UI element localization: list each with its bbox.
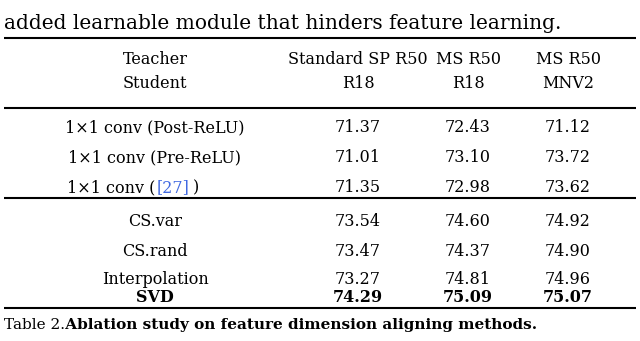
Text: 71.37: 71.37: [335, 119, 381, 136]
Text: SVD: SVD: [136, 290, 174, 307]
Text: R18: R18: [342, 75, 374, 92]
Text: 1×1 conv (: 1×1 conv (: [67, 179, 155, 196]
Text: 73.27: 73.27: [335, 270, 381, 287]
Text: Standard SP R50: Standard SP R50: [288, 51, 428, 69]
Text: 73.62: 73.62: [545, 179, 591, 196]
Text: 71.01: 71.01: [335, 149, 381, 166]
Text: Interpolation: Interpolation: [102, 270, 209, 287]
Text: 75.07: 75.07: [543, 290, 593, 307]
Text: Ablation study on feature dimension aligning methods.: Ablation study on feature dimension alig…: [60, 318, 537, 332]
Text: 71.35: 71.35: [335, 179, 381, 196]
Text: added learnable module that hinders feature learning.: added learnable module that hinders feat…: [4, 14, 561, 33]
Text: 73.72: 73.72: [545, 149, 591, 166]
Text: 74.90: 74.90: [545, 243, 591, 261]
Text: 74.37: 74.37: [445, 243, 491, 261]
Text: 74.60: 74.60: [445, 213, 491, 231]
Text: 74.96: 74.96: [545, 270, 591, 287]
Text: 73.54: 73.54: [335, 213, 381, 231]
Text: Student: Student: [123, 75, 188, 92]
Text: 74.92: 74.92: [545, 213, 591, 231]
Text: 1×1 conv (Post-ReLU): 1×1 conv (Post-ReLU): [65, 119, 244, 136]
Text: MS R50: MS R50: [435, 51, 500, 69]
Text: 73.47: 73.47: [335, 243, 381, 261]
Text: 71.12: 71.12: [545, 119, 591, 136]
Text: ): ): [193, 179, 199, 196]
Text: [27]: [27]: [157, 179, 190, 196]
Text: 1×1 conv (Pre-ReLU): 1×1 conv (Pre-ReLU): [68, 149, 241, 166]
Text: MNV2: MNV2: [542, 75, 594, 92]
Text: CS.rand: CS.rand: [122, 243, 188, 261]
Text: Table 2.: Table 2.: [4, 318, 65, 332]
Text: 75.09: 75.09: [443, 290, 493, 307]
Text: 72.98: 72.98: [445, 179, 491, 196]
Text: 72.43: 72.43: [445, 119, 491, 136]
Text: 74.81: 74.81: [445, 270, 491, 287]
Text: Teacher: Teacher: [122, 51, 188, 69]
Text: MS R50: MS R50: [536, 51, 600, 69]
Text: CS.var: CS.var: [128, 213, 182, 231]
Text: 73.10: 73.10: [445, 149, 491, 166]
Text: R18: R18: [452, 75, 484, 92]
Text: 74.29: 74.29: [333, 290, 383, 307]
